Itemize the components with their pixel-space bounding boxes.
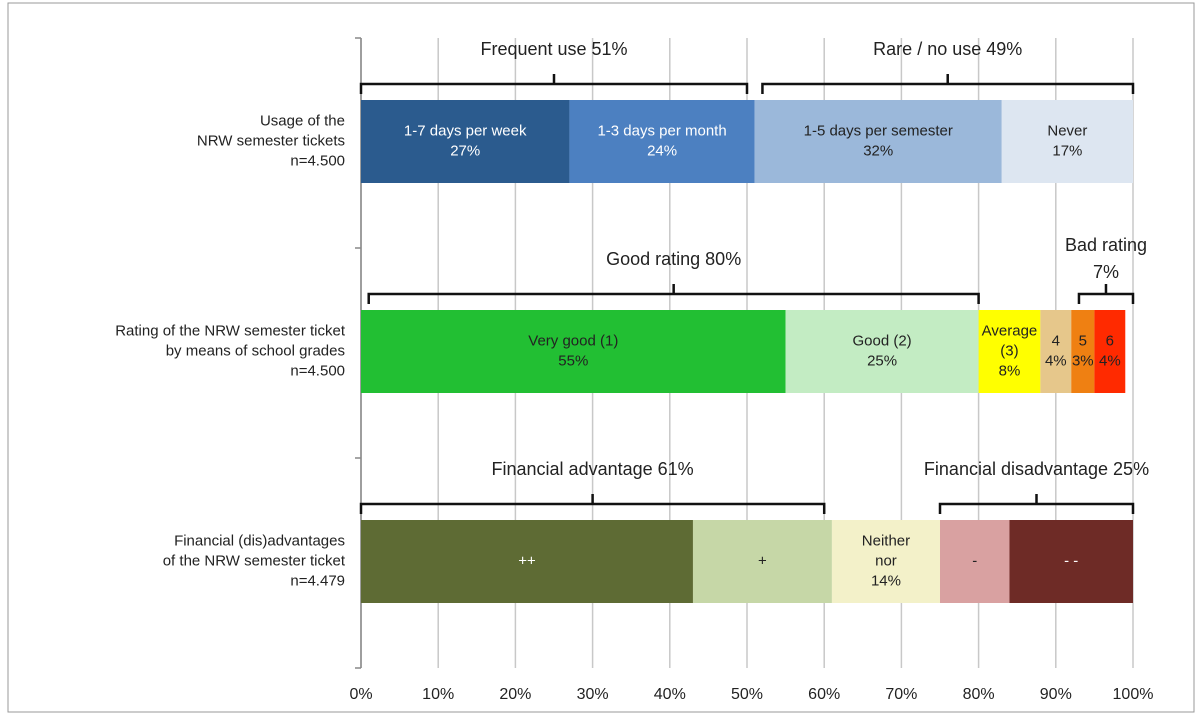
value-label: 14%	[871, 572, 901, 589]
bar-segment	[1009, 520, 1133, 603]
bar-segment	[831, 520, 940, 603]
label-line: NRW semester tickets	[197, 132, 345, 149]
bar-segment	[1071, 310, 1095, 393]
bar-segment	[785, 310, 979, 393]
label-line: n=4.479	[290, 572, 345, 589]
x-tick-label: 40%	[654, 686, 686, 703]
value-label: 4%	[1099, 352, 1121, 369]
bar-segment	[361, 100, 570, 183]
segment-name: Very good (1)	[528, 332, 618, 349]
bar-segment	[1001, 100, 1133, 183]
x-tick-label: 90%	[1040, 686, 1072, 703]
x-tick-label: 30%	[577, 686, 609, 703]
x-tick-label: 50%	[731, 686, 763, 703]
x-tick-label: 80%	[963, 686, 995, 703]
bracket-label: Financial disadvantage 25%	[924, 459, 1149, 479]
bracket-label: 7%	[1093, 262, 1119, 282]
bracket-label: Good rating 80%	[606, 249, 741, 269]
bracket	[938, 494, 1135, 514]
segment-name: 1-3 days per month	[597, 122, 726, 139]
bracket-label: Frequent use 51%	[480, 39, 627, 59]
value-label: 24%	[647, 142, 677, 159]
value-label: 17%	[1052, 142, 1082, 159]
value-label: 27%	[450, 142, 480, 159]
bar-segment	[978, 310, 1041, 393]
bar-segment	[361, 310, 786, 393]
label-line: Rating of the NRW semester ticket	[115, 322, 346, 339]
bar-segment	[569, 100, 755, 183]
x-tick-label: 20%	[499, 686, 531, 703]
segment-name: Neither	[862, 532, 910, 549]
segment-name: - -	[1064, 552, 1078, 569]
bracket	[761, 74, 1135, 94]
value-label: 32%	[863, 142, 893, 159]
segment-name: 1-7 days per week	[404, 122, 527, 139]
bracket-label: Rare / no use 49%	[873, 39, 1022, 59]
bar-segment	[361, 520, 693, 603]
x-tick-label: 60%	[808, 686, 840, 703]
label-line: Usage of the	[260, 112, 345, 129]
bracket	[359, 74, 749, 94]
segment-name: 6	[1106, 332, 1114, 349]
segment-name: Never	[1047, 122, 1087, 139]
bracket	[359, 494, 826, 514]
bracket	[367, 284, 980, 304]
label-line: Financial (dis)advantages	[174, 532, 345, 549]
segment-name: ++	[518, 552, 536, 569]
label-line: n=4.500	[290, 152, 345, 169]
bar-segment	[754, 100, 1002, 183]
bar-segment	[1040, 310, 1072, 393]
label-line: by means of school grades	[166, 342, 345, 359]
segment-name: Average	[982, 322, 1038, 339]
bracket	[1077, 284, 1135, 304]
bar-segment	[692, 520, 832, 603]
x-tick-label: 70%	[885, 686, 917, 703]
bracket-label: Bad rating	[1065, 235, 1147, 255]
x-tick-label: 100%	[1113, 686, 1154, 703]
segment-name: -	[972, 552, 977, 569]
segment-name: Good (2)	[852, 332, 911, 349]
segment-name: 1-5 days per semester	[804, 122, 953, 139]
x-tick-label: 10%	[422, 686, 454, 703]
label-line: of the NRW semester ticket	[163, 552, 346, 569]
segment-name: (3)	[1000, 342, 1018, 359]
bar-segment	[1094, 310, 1126, 393]
segment-name: 4	[1052, 332, 1060, 349]
value-label: 3%	[1072, 352, 1094, 369]
segment-name: 5	[1079, 332, 1087, 349]
value-label: 25%	[867, 352, 897, 369]
label-line: n=4.500	[290, 362, 345, 379]
bar-segment	[940, 520, 1010, 603]
frame	[7, 2, 1195, 713]
value-label: 55%	[558, 352, 588, 369]
x-tick-label: 0%	[349, 686, 372, 703]
value-label: 8%	[999, 362, 1021, 379]
bracket-label: Financial advantage 61%	[492, 459, 694, 479]
segment-name: nor	[875, 552, 897, 569]
segment-name: +	[758, 552, 767, 569]
value-label: 4%	[1045, 352, 1067, 369]
